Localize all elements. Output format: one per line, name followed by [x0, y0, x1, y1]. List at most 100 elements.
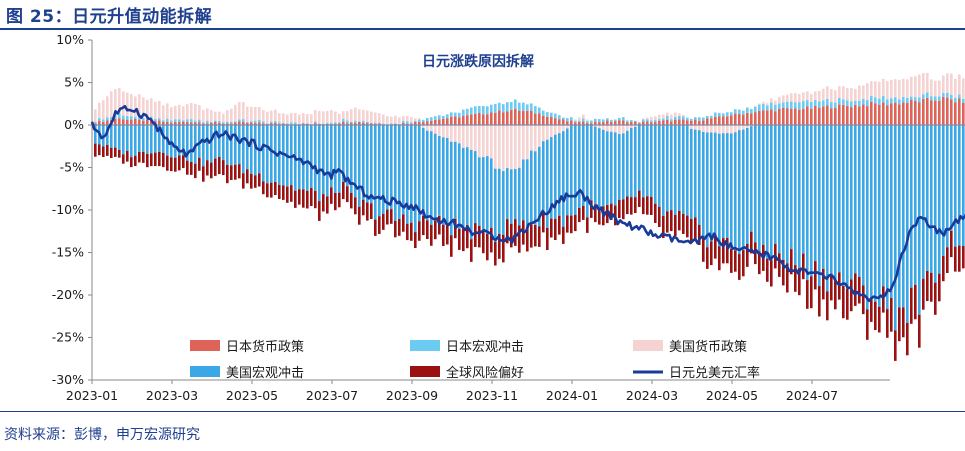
bar-segment	[382, 123, 385, 125]
bar-segment	[562, 131, 565, 227]
bar-segment	[802, 125, 805, 254]
bar-segment	[434, 116, 437, 120]
bar-segment	[282, 185, 285, 200]
bar-segment	[110, 116, 113, 120]
bar-segment	[222, 122, 225, 124]
bar-segment	[878, 98, 881, 105]
bar-segment	[742, 125, 745, 130]
bar-segment	[494, 112, 497, 125]
bar-segment	[870, 297, 873, 322]
bar-segment	[642, 125, 645, 198]
bar-segment	[470, 114, 473, 125]
bar-segment	[706, 132, 709, 248]
bar-segment	[726, 125, 729, 134]
bar-segment	[634, 126, 637, 198]
bar-segment	[742, 114, 745, 125]
bar-segment	[534, 151, 537, 225]
bar-segment	[170, 120, 173, 123]
bar-segment	[666, 120, 669, 125]
bar-segment	[894, 125, 897, 331]
axes-layer: 10% 5% 0% -5% -10% -15% -20% -25% -30%2023-01 202…	[52, 32, 965, 403]
bar-segment	[422, 119, 425, 123]
bar-segment	[934, 282, 937, 315]
bar-segment	[638, 122, 641, 124]
bar-segment	[418, 118, 421, 120]
bar-segment	[186, 104, 189, 120]
bar-segment	[102, 119, 105, 122]
bar-segment	[806, 91, 809, 101]
bar-segment	[838, 86, 841, 98]
bar-segment	[806, 125, 809, 281]
bar-segment	[398, 117, 401, 124]
bar-segment	[830, 108, 833, 125]
x-tick-label: 2023-01	[66, 388, 118, 403]
legend-label: 日本货币政策	[226, 339, 304, 355]
bar-segment	[242, 173, 245, 189]
legend-label: 全球风险偏好	[446, 365, 524, 381]
bar-segment	[918, 314, 921, 348]
bar-segment	[502, 125, 505, 172]
bar-segment	[906, 125, 909, 323]
bar-segment	[274, 182, 277, 195]
bar-segment	[770, 102, 773, 110]
bar-segment	[918, 74, 921, 98]
bar-segment	[938, 273, 941, 302]
bar-segment	[230, 108, 233, 122]
bar-segment	[274, 122, 277, 125]
bar-segment	[490, 112, 493, 125]
bar-segment	[674, 119, 677, 125]
bar-segment	[954, 79, 957, 98]
bar-segment	[418, 119, 421, 122]
bar-segment	[470, 107, 473, 115]
bar-segment	[894, 97, 897, 103]
bar-segment	[322, 194, 325, 212]
bar-segment	[558, 115, 561, 120]
bar-segment	[482, 157, 485, 230]
bar-segment	[866, 106, 869, 125]
line-layer	[90, 104, 965, 303]
bar-segment	[730, 115, 733, 125]
bar-segment	[134, 155, 137, 166]
bar-segment	[562, 226, 565, 244]
bar-segment	[150, 98, 153, 117]
bar-segment	[806, 100, 809, 107]
bar-segment	[682, 125, 685, 214]
bar-segment	[654, 125, 657, 204]
bar-segment	[138, 94, 141, 117]
bar-segment	[350, 193, 353, 209]
bar-segment	[738, 109, 741, 114]
bar-segment	[326, 122, 329, 124]
bar-segment	[710, 115, 713, 119]
bar-segment	[706, 116, 709, 119]
bar-segment	[106, 145, 109, 156]
legend-item: 美国宏观冲击	[190, 366, 304, 381]
bar-segment	[462, 229, 465, 252]
bar-segment	[374, 123, 377, 125]
bar-segment	[190, 103, 193, 120]
bar-segment	[250, 173, 253, 189]
bar-segment	[182, 125, 185, 156]
bar-segment	[706, 125, 709, 133]
bar-segment	[418, 121, 421, 125]
bar-segment	[658, 125, 661, 207]
bar-segment	[162, 105, 165, 121]
bar-segment	[702, 117, 705, 121]
bar-segment	[862, 85, 865, 99]
bar-segment	[150, 153, 153, 167]
bar-segment	[210, 162, 213, 179]
bar-segment	[222, 113, 225, 123]
bar-segment	[134, 96, 137, 117]
bar-segment	[114, 89, 117, 115]
bar-segment	[174, 125, 177, 158]
bar-segment	[194, 122, 197, 125]
bar-segment	[878, 81, 881, 99]
bar-segment	[314, 110, 317, 122]
bar-segment	[226, 110, 229, 122]
bar-segment	[442, 115, 445, 119]
bar-segment	[234, 164, 237, 180]
bar-segment	[486, 125, 489, 157]
bar-segment	[214, 125, 217, 159]
bar-segment	[910, 125, 913, 288]
bar-segment	[834, 102, 837, 108]
bar-segment	[554, 218, 557, 240]
